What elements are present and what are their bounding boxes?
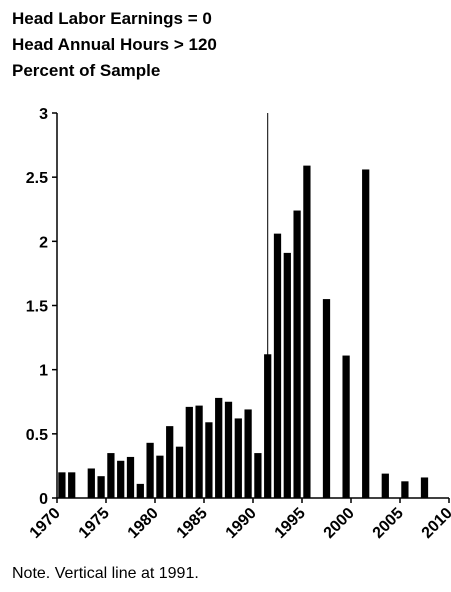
bar-1986 [215,397,223,498]
bar-1974 [97,476,105,498]
bar-1999 [342,355,350,498]
y-tick-label: 2 [39,234,48,251]
y-tick-label: 2.5 [26,170,48,187]
bar-1993 [283,252,291,498]
chart-note: Note. Vertical line at 1991. [12,565,199,582]
bar-1978 [136,483,144,498]
bar-1971 [68,472,76,498]
bar-1990 [254,453,262,498]
bar-1981 [166,426,174,498]
chart-title-line-2: Head Annual Hours > 120 [12,35,217,54]
bar-1997 [322,299,331,498]
bar-2001 [362,169,370,498]
bar-1970 [58,472,66,498]
bar-1982 [175,446,184,498]
x-tick-label: 2000 [321,505,358,542]
y-tick-label: 1 [39,363,48,380]
x-tick-label: 1985 [174,505,211,542]
bar-1980 [156,455,164,498]
bar-1983 [185,406,193,498]
bar-1995 [303,165,311,498]
bar-1987 [224,401,233,498]
bar-2007 [420,477,429,498]
y-tick-label: 3 [39,106,48,123]
bar-1973 [87,468,95,498]
x-tick-label: 1980 [125,505,162,542]
bar-1988 [234,418,242,498]
x-tick-label: 1970 [27,505,64,542]
y-tick-label: 1.5 [26,299,48,316]
x-tick-label: 1995 [272,505,309,542]
x-tick-label: 1990 [223,505,260,542]
x-tick-label: 2005 [370,505,407,542]
bar-1984 [195,405,203,498]
y-tick-label: 0 [39,491,48,508]
bar-1989 [244,409,252,498]
bar-1979 [146,442,154,498]
chart-title-block: Head Labor Earnings = 0 Head Annual Hour… [12,6,217,84]
bar-1975 [107,453,115,498]
x-tick-label: 1975 [76,505,113,542]
bar-2005 [401,481,409,498]
y-tick-label: 0.5 [26,427,48,444]
bar-1977 [126,456,135,498]
bar-1994 [293,210,301,499]
bar-1976 [117,460,125,498]
bar-1992 [273,233,282,498]
x-tick-label: 2010 [419,505,451,542]
chart-title-line-1: Head Labor Earnings = 0 [12,9,212,28]
chart-title-line-3: Percent of Sample [12,61,161,80]
bar-2003 [381,473,389,498]
bar-1985 [205,422,213,498]
